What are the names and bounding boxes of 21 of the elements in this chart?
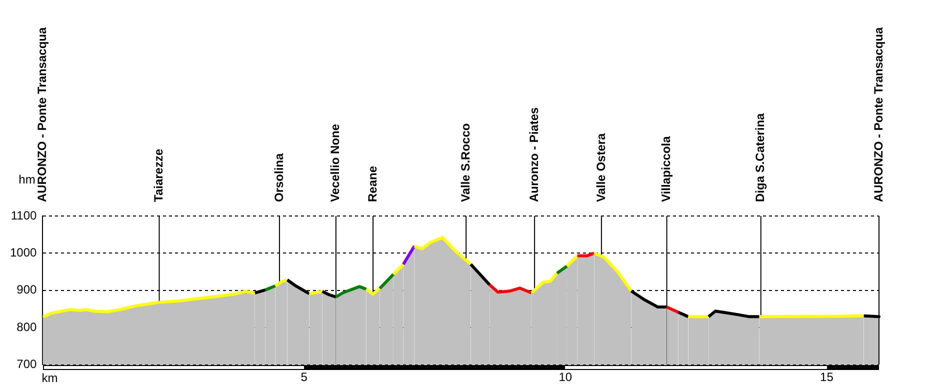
ref-line-label: Auronzo - Piates (526, 107, 541, 202)
ref-line-label: Valle Ostera (594, 132, 608, 202)
ref-line-label: Vecellio None (328, 124, 342, 202)
y-axis-title: hm (18, 172, 36, 186)
ref-line-label: Taiarezze (152, 148, 166, 202)
y-tick-label: 1100 (10, 208, 38, 222)
x-axis-title: km (42, 370, 58, 385)
x-tick-label: 15 (820, 370, 834, 384)
ref-line-label: Valle S.Rocco (458, 123, 472, 202)
y-tick-label: 700 (16, 356, 38, 371)
y-tick-label: 800 (16, 320, 38, 334)
text: AURONZO - Ponte Transacqua (35, 26, 50, 202)
ref-line-label: Villapiccola (659, 136, 674, 202)
x-tick-label: 5 (300, 370, 308, 384)
x-tick-label: 10 (558, 370, 572, 384)
ref-line-label: Orsolina (272, 152, 286, 202)
y-tick-label: 1000 (10, 245, 38, 260)
text: AURONZO - Ponte Transacqua (871, 26, 886, 202)
ref-line-label: Reane (365, 166, 380, 202)
y-tick-label: 900 (16, 282, 38, 297)
ref-line-label: Diga S.Caterina (753, 112, 768, 202)
